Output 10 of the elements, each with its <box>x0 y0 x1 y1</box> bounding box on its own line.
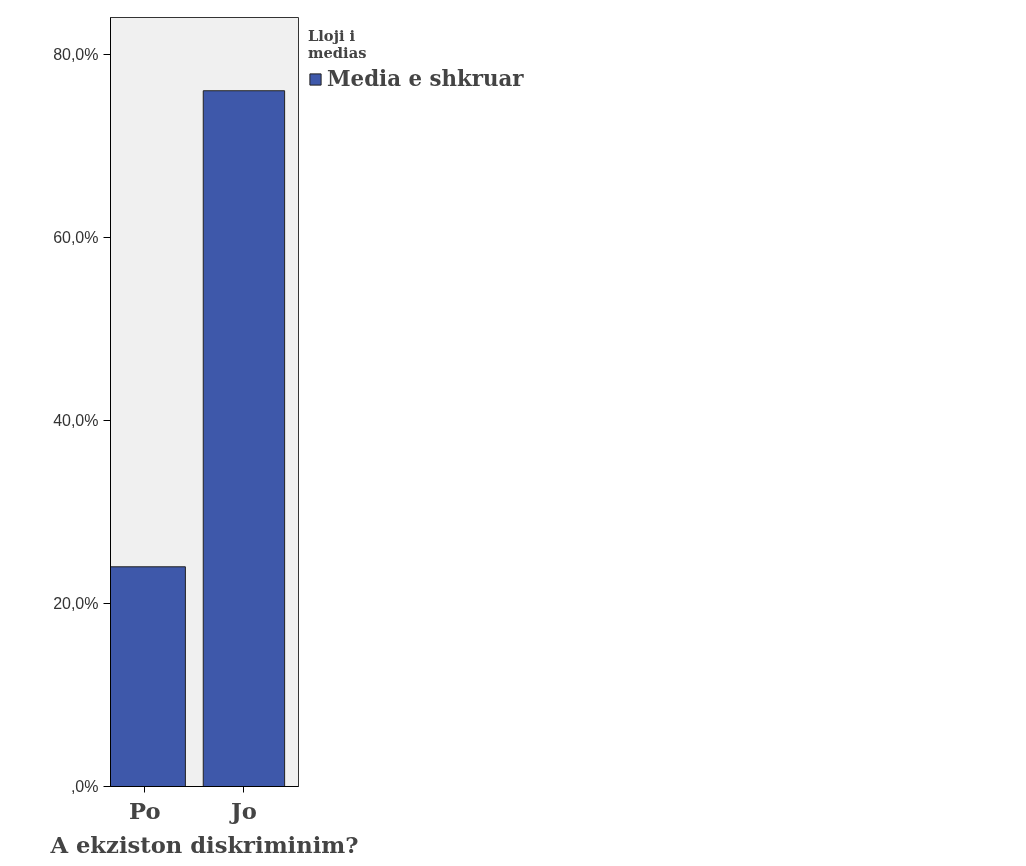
y-tick-label: ,0% <box>70 778 99 795</box>
legend-label: Media e shkruar <box>327 66 524 91</box>
y-tick-label: 20,0% <box>53 594 99 612</box>
y-tick-label: 60,0% <box>53 228 99 246</box>
x-tick-label: Jo <box>229 797 257 824</box>
legend-title: Lloji i medias <box>308 27 368 61</box>
x-axis-title: A ekziston diskriminim? <box>49 831 359 858</box>
y-tick-label: 40,0% <box>53 411 99 429</box>
x-tick-label: Po <box>128 797 161 824</box>
y-tick-label: 80,0% <box>53 45 99 63</box>
